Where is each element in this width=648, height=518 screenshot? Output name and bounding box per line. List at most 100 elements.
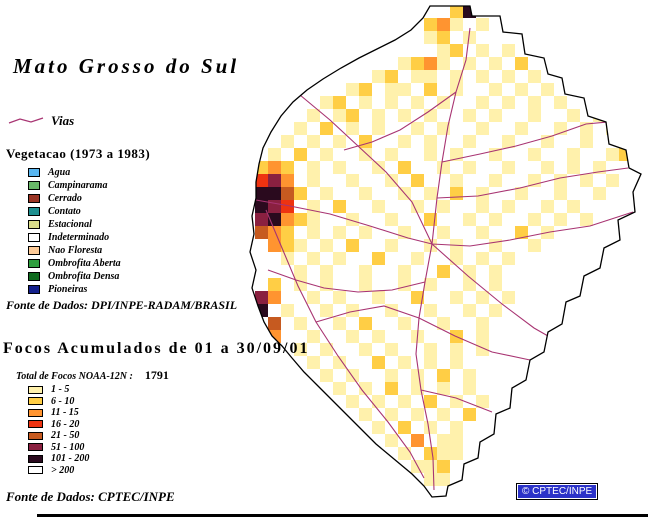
- focos-class-label: 6 - 10: [51, 395, 75, 407]
- fire-cell: [450, 252, 463, 265]
- fire-cell: [385, 369, 398, 382]
- fire-cell: [424, 421, 437, 434]
- vegetation-class-color-swatch: [28, 259, 40, 268]
- fire-cell: [281, 252, 294, 265]
- vias-legend: Vias: [8, 113, 74, 129]
- focos-class-label: 1 - 5: [51, 384, 70, 396]
- fire-cell: [268, 161, 281, 174]
- focos-total-value: 1791: [144, 368, 169, 382]
- fire-cell: [281, 304, 294, 317]
- state-area: [250, 6, 641, 497]
- road-line: [299, 94, 433, 245]
- vegetation-class-item: Cerrado: [28, 192, 121, 205]
- road-line: [267, 269, 426, 293]
- vegetation-class-label: Ombrofita Aberta: [48, 258, 121, 269]
- fire-cell: [502, 291, 515, 304]
- fire-cell: [307, 135, 320, 148]
- fire-cell: [476, 70, 489, 83]
- fire-cell: [385, 408, 398, 421]
- fire-cell: [294, 239, 307, 252]
- vegetation-class-label: Estacional: [48, 219, 92, 230]
- fire-cell: [307, 161, 320, 174]
- fire-cell: [411, 122, 424, 135]
- focos-class-color-swatch: [28, 466, 43, 475]
- focos-class-item: > 200: [28, 465, 89, 477]
- fire-cell: [294, 122, 307, 135]
- fire-cell: [541, 161, 554, 174]
- fire-cell: [606, 148, 619, 161]
- fire-cell: [411, 291, 424, 304]
- fire-cell: [502, 252, 515, 265]
- fire-cell: [398, 447, 411, 460]
- fire-cell: [346, 395, 359, 408]
- fire-cell: [450, 434, 463, 447]
- fire-cell: [502, 44, 515, 57]
- fire-cell: [372, 161, 385, 174]
- vegetation-class-item: Agua: [28, 166, 121, 179]
- fire-cell: [515, 187, 528, 200]
- fire-cell: [372, 330, 385, 343]
- fire-cell: [255, 187, 268, 200]
- focos-class-color-swatch: [28, 443, 43, 452]
- fire-cell: [411, 252, 424, 265]
- fire-cell: [333, 109, 346, 122]
- focos-class-item: 11 - 15: [28, 407, 89, 419]
- fire-cell: [307, 330, 320, 343]
- fire-cell: [255, 213, 268, 226]
- fire-cell: [450, 395, 463, 408]
- fire-cell: [567, 148, 580, 161]
- fire-cell: [281, 161, 294, 174]
- fire-cell: [567, 109, 580, 122]
- fire-cell: [463, 109, 476, 122]
- fire-cell: [307, 174, 320, 187]
- fire-cell: [281, 213, 294, 226]
- vegetation-class-color-swatch: [28, 233, 40, 242]
- fire-cell: [450, 18, 463, 31]
- fire-cell: [528, 70, 541, 83]
- fire-cells-layer: [255, 6, 632, 486]
- road-line: [415, 27, 471, 491]
- fire-cell: [307, 109, 320, 122]
- fire-cell: [385, 343, 398, 356]
- fire-cell: [424, 135, 437, 148]
- fire-cell: [268, 200, 281, 213]
- focos-class-color-swatch: [28, 431, 43, 440]
- fire-cell: [424, 447, 437, 460]
- fire-cell: [333, 317, 346, 330]
- fire-cell: [528, 109, 541, 122]
- fire-cell: [437, 265, 450, 278]
- fire-cell: [398, 356, 411, 369]
- fire-cell: [255, 161, 268, 174]
- fire-cell: [450, 187, 463, 200]
- vegetation-class-label: Campinarama: [48, 180, 108, 191]
- fire-cell: [398, 265, 411, 278]
- focos-class-color-swatch: [28, 385, 43, 394]
- focos-class-color-swatch: [28, 454, 43, 463]
- fire-cell: [502, 70, 515, 83]
- focos-class-label: > 200: [51, 464, 75, 476]
- fire-cell: [424, 278, 437, 291]
- fire-cell: [476, 317, 489, 330]
- fire-cell: [255, 174, 268, 187]
- fire-cell: [294, 343, 307, 356]
- fire-cell: [437, 382, 450, 395]
- fire-cell: [437, 57, 450, 70]
- fire-cell: [398, 317, 411, 330]
- fire-cell: [528, 148, 541, 161]
- fire-cell: [372, 70, 385, 83]
- focos-class-label: 21 - 50: [51, 430, 80, 442]
- fire-cell: [281, 174, 294, 187]
- focos-class-label: 16 - 20: [51, 418, 80, 430]
- fire-cell: [359, 265, 372, 278]
- focos-class-item: 1 - 5: [28, 384, 89, 396]
- page-title: Mato Grosso do Sul: [13, 54, 240, 78]
- road-line: [436, 167, 629, 199]
- fire-cell: [281, 226, 294, 239]
- fire-cell: [437, 44, 450, 57]
- fire-cell: [320, 343, 333, 356]
- vegetation-class-color-swatch: [28, 181, 40, 190]
- fire-cell: [424, 343, 437, 356]
- fire-cell: [333, 382, 346, 395]
